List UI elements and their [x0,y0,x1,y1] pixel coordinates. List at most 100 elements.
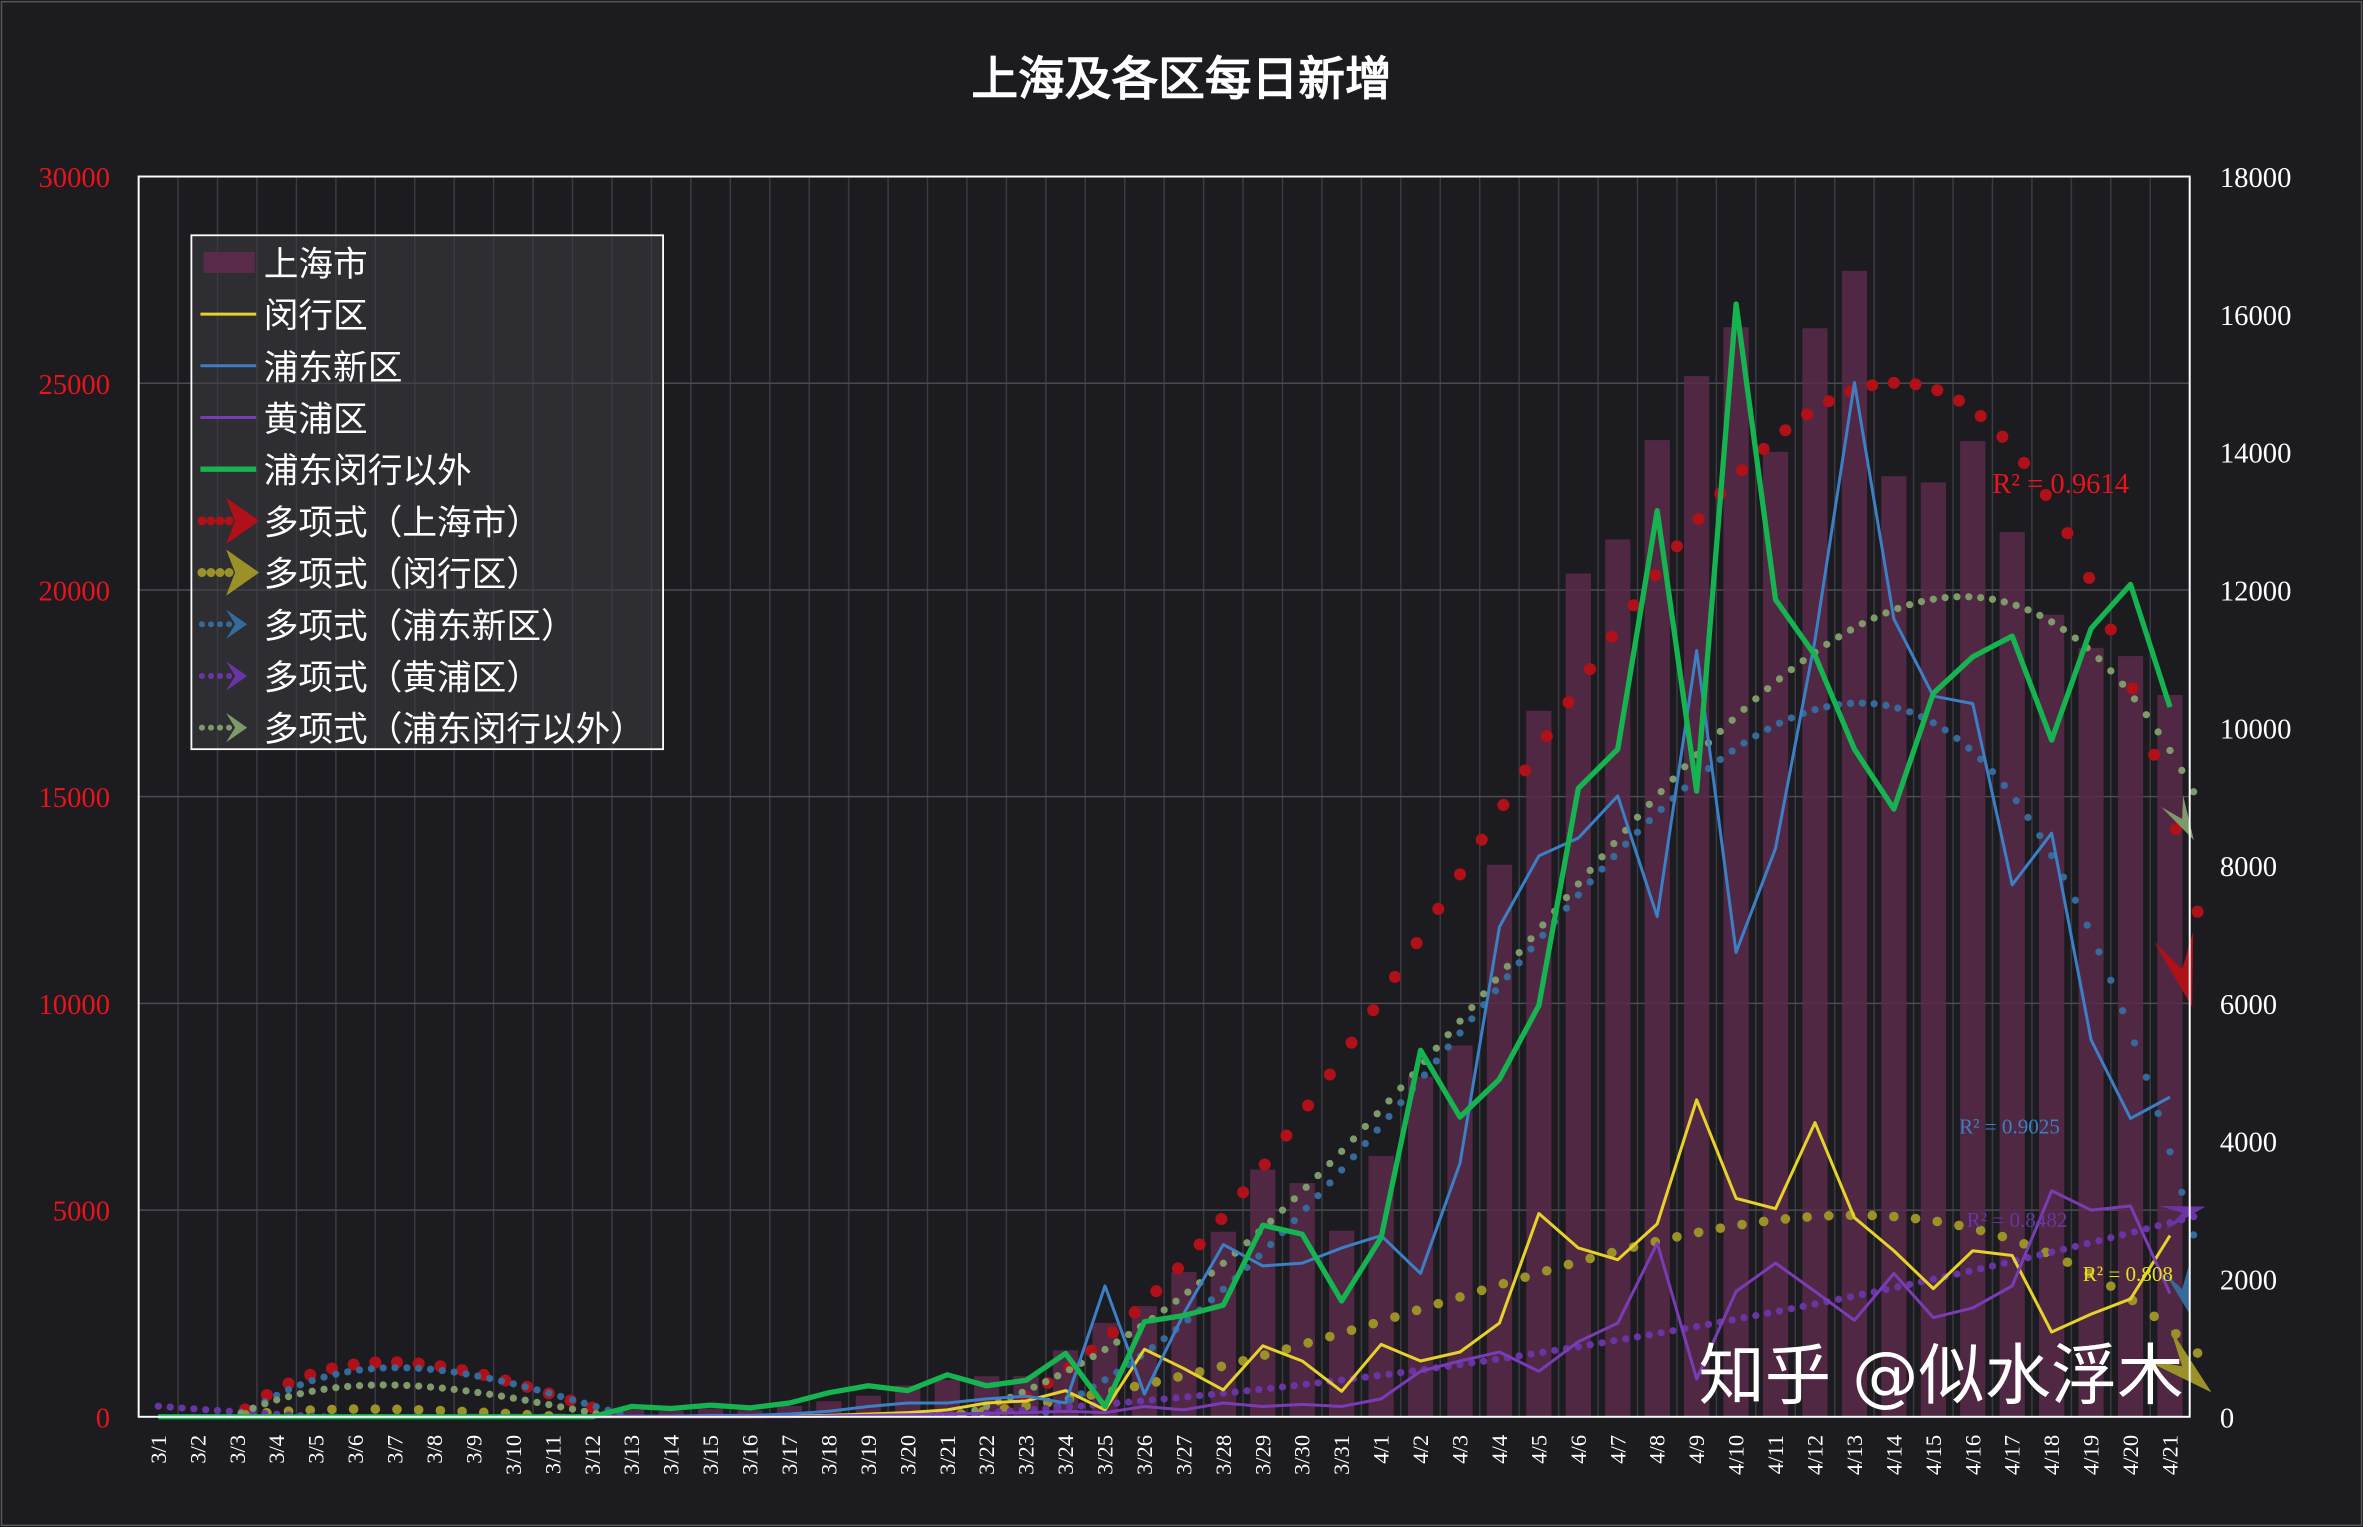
trend-dot [2105,1281,2116,1292]
trend-dot [568,1396,577,1404]
trend-dot [1468,1003,1476,1012]
trend-dot [1184,1393,1192,1401]
trend-dot [2119,1231,2127,1239]
trend-dot [1125,1398,1133,1406]
r2-label: R² = 0.8482 [1967,1208,2068,1232]
trend-dot [1219,1285,1227,1293]
trend-dot [327,1404,337,1415]
trend-dot [1645,817,1653,825]
trend-dot [1988,595,1997,603]
trend-dot [1657,787,1665,796]
trend-dot [2107,667,2115,675]
trend-dot [1216,1361,1227,1372]
trend-dot [1065,1403,1074,1411]
trend-dot [260,1388,273,1402]
trend-dot [2107,976,2115,984]
trend-dot [1290,1216,1298,1225]
trend-dot [1562,904,1571,912]
trend-dot [592,1403,600,1411]
trend-dot [1219,1259,1227,1267]
trend-dot [273,1396,281,1404]
x-tick-label: 4/11 [1763,1435,1788,1474]
trend-dot [355,1382,364,1390]
trend-dot [403,1364,411,1372]
trend-dot [1780,1214,1791,1224]
trend-dot [379,1381,387,1389]
trend-dot [438,1366,446,1375]
bar [1644,440,1670,1417]
trend-dot [1633,813,1642,821]
trend-dot [1929,719,1937,727]
left-axis: 0 5000 10000 15000 20000 25000 30000 [38,162,110,1434]
x-tick-label: 3/3 [225,1435,250,1464]
bar [1329,1230,1355,1417]
right-tick-label: 0 [2220,1402,2234,1434]
trend-dot [2062,1257,2073,1268]
trend-dot [2149,1311,2160,1322]
trend-dot [1527,945,1535,953]
trend-dot [1645,800,1653,808]
x-tick-label: 4/10 [1724,1435,1749,1475]
trend-dot [2190,788,2198,796]
trend-dot [1160,1335,1168,1343]
trend-dot [1151,1377,1162,1387]
trend-dot [1692,512,1705,526]
trend-dot [1693,1322,1701,1331]
trend-dot [509,1380,517,1388]
trend-dot [1585,1253,1595,1264]
x-tick-label: 3/9 [461,1435,486,1464]
x-tick-label: 4/9 [1684,1435,1709,1464]
trend-dot [497,1392,506,1400]
trend-arrow-icon [2143,1329,2212,1393]
trend-dot [1444,1031,1452,1039]
trend-dot [1633,828,1642,836]
x-tick-label: 3/2 [185,1435,210,1464]
trend-dot [332,1370,340,1378]
trend-dot [367,1381,375,1389]
trend-dot [1231,1388,1239,1396]
trend-dot [1136,1397,1145,1405]
trend-dot [545,1400,553,1409]
trend-dot [1385,1112,1393,1121]
trend-dot [1160,1306,1168,1314]
trend-dot [1775,675,1784,683]
trend-dot [1491,1355,1500,1364]
bar [1684,376,1710,1417]
trend-dot [1906,708,1914,716]
trend-dot [2071,1242,2079,1251]
trend-dot [2024,606,2032,614]
r2-label: R² = 0.808 [2083,1262,2173,1286]
x-tick-label: 4/19 [2079,1435,2104,1475]
trend-dot [2169,823,2182,836]
trend-dot [1338,1147,1346,1155]
trend-dot [1846,626,1855,634]
legend-label: 多项式（上海市） [264,504,541,542]
x-tick-label: 4/4 [1487,1435,1512,1464]
trend-dot [1586,878,1594,886]
trend-dot [1077,1402,1085,1410]
trend-dot [1018,1388,1026,1397]
trend-dot [1894,704,1902,712]
trend-dot [1735,464,1749,477]
trend-dot [1657,805,1665,813]
trend-dot [1519,764,1532,777]
legend-swatch-dots [217,724,224,731]
trend-dot [1367,1004,1380,1017]
trend-dot [1997,1231,2008,1242]
x-tick-label: 3/18 [816,1435,841,1475]
x-tick-label: 3/24 [1053,1435,1078,1475]
trend-dot [1106,1326,1119,1339]
trend-dot [1941,593,1949,602]
trend-dot [1243,1239,1251,1247]
bar [1486,864,1513,1417]
trend-dot [1835,1295,1843,1303]
x-tick-label: 3/26 [1132,1435,1157,1475]
x-tick-label: 3/12 [580,1435,605,1475]
right-tick-label: 18000 [2220,162,2292,194]
trend-dot [1633,1333,1642,1341]
trend-dot [1889,1211,1899,1222]
trend-dot [1867,1210,1877,1221]
trend-dot [1267,1384,1275,1392]
trend-dot [1278,1206,1287,1214]
trend-dot [1054,1372,1062,1380]
